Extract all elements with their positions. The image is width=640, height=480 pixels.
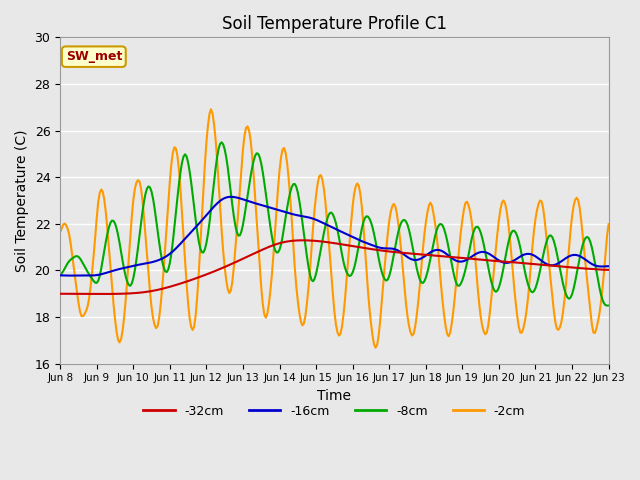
Title: Soil Temperature Profile C1: Soil Temperature Profile C1 — [222, 15, 447, 33]
X-axis label: Time: Time — [317, 389, 351, 403]
Legend: -32cm, -16cm, -8cm, -2cm: -32cm, -16cm, -8cm, -2cm — [138, 400, 531, 423]
Text: SW_met: SW_met — [66, 50, 122, 63]
Y-axis label: Soil Temperature (C): Soil Temperature (C) — [15, 129, 29, 272]
